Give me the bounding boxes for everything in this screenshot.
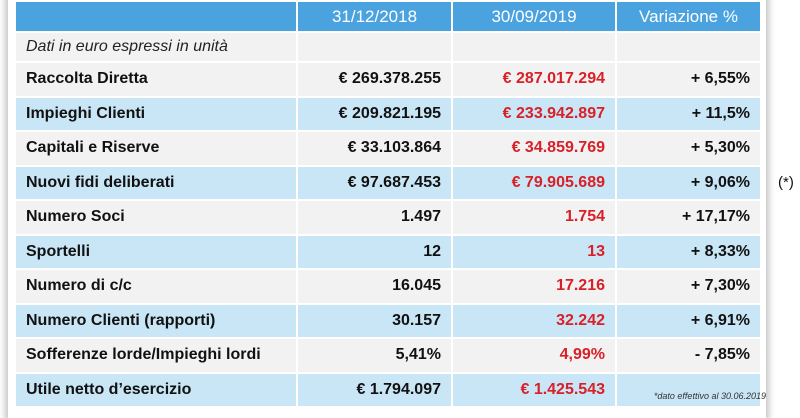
row-label: Nuovi fidi deliberati — [14, 164, 298, 201]
row-label: Capitali e Riserve — [14, 130, 298, 167]
header-row: 31/12/2018 30/09/2019 Variazione % — [14, 0, 762, 33]
value-2018: 5,41% — [296, 337, 453, 374]
value-2018: € 33.103.864 — [296, 130, 453, 167]
units-note: Dati in euro espressi in unità — [14, 31, 298, 63]
value-2019: € 1.425.543 — [451, 371, 617, 408]
table-row: Utile netto d’esercizio € 1.794.097 € 1.… — [14, 371, 762, 408]
variation-value: + 8,33% — [615, 233, 762, 270]
variation-value: + 5,30% — [615, 130, 762, 167]
variation-value: + 6,91% — [615, 302, 762, 339]
header-empty-cell — [14, 0, 298, 33]
row-label: Numero Clienti (rapporti) — [14, 302, 298, 339]
table-row: Raccolta Diretta € 269.378.255 € 287.017… — [14, 61, 762, 98]
value-2018: 30.157 — [296, 302, 453, 339]
empty-cell — [451, 31, 617, 63]
table-row: Numero Soci 1.497 1.754 + 17,17% — [14, 199, 762, 236]
value-2018: € 209.821.195 — [296, 95, 453, 132]
variation-value: + 7,30% — [615, 268, 762, 305]
value-2019: € 233.942.897 — [451, 95, 617, 132]
variation-value: + 9,06% — [615, 164, 762, 201]
value-2018: 1.497 — [296, 199, 453, 236]
value-2018: 12 — [296, 233, 453, 270]
variation-value: + 6,55% — [615, 61, 762, 98]
value-2019: 17.216 — [451, 268, 617, 305]
header-2018: 31/12/2018 — [296, 0, 453, 33]
value-2019: € 79.905.689 — [451, 164, 617, 201]
value-2019: 13 — [451, 233, 617, 270]
value-2018: € 269.378.255 — [296, 61, 453, 98]
note-row: Dati in euro espressi in unità — [14, 31, 762, 63]
variation-value — [615, 371, 762, 408]
variation-value: + 17,17% — [615, 199, 762, 236]
table-row: Sofferenze lorde/Impieghi lordi 5,41% 4,… — [14, 337, 762, 374]
value-2019: 1.754 — [451, 199, 617, 236]
variation-value: - 7,85% — [615, 337, 762, 374]
row-label: Impieghi Clienti — [14, 95, 298, 132]
row-label: Sportelli — [14, 233, 298, 270]
value-2019: € 287.017.294 — [451, 61, 617, 98]
value-2019: 4,99% — [451, 337, 617, 374]
table-row: Impieghi Clienti € 209.821.195 € 233.942… — [14, 95, 762, 132]
table-row: Numero di c/c 16.045 17.216 + 7,30% — [14, 268, 762, 305]
row-label: Numero di c/c — [14, 268, 298, 305]
value-2018: € 97.687.453 — [296, 164, 453, 201]
table-row: Capitali e Riserve € 33.103.864 € 34.859… — [14, 130, 762, 167]
variation-value: + 11,5% — [615, 95, 762, 132]
row-label: Sofferenze lorde/Impieghi lordi — [14, 337, 298, 374]
empty-cell — [296, 31, 453, 63]
row-label: Numero Soci — [14, 199, 298, 236]
header-2019: 30/09/2019 — [451, 0, 617, 33]
value-2018: € 1.794.097 — [296, 371, 453, 408]
table-row: Nuovi fidi deliberati € 97.687.453 € 79.… — [14, 164, 762, 201]
row-label: Raccolta Diretta — [14, 61, 298, 98]
value-2019: € 34.859.769 — [451, 130, 617, 167]
row-label: Utile netto d’esercizio — [14, 371, 298, 408]
kpi-table: 31/12/2018 30/09/2019 Variazione % Dati … — [14, 0, 762, 408]
asterisk-marker: (*) — [778, 174, 794, 191]
empty-cell — [615, 31, 762, 63]
value-2019: 32.242 — [451, 302, 617, 339]
value-2018: 16.045 — [296, 268, 453, 305]
table-row: Numero Clienti (rapporti) 30.157 32.242 … — [14, 302, 762, 339]
header-variation: Variazione % — [615, 0, 762, 33]
table-row: Sportelli 12 13 + 8,33% — [14, 233, 762, 270]
footnote: *dato effettivo al 30.06.2019 — [653, 391, 766, 401]
